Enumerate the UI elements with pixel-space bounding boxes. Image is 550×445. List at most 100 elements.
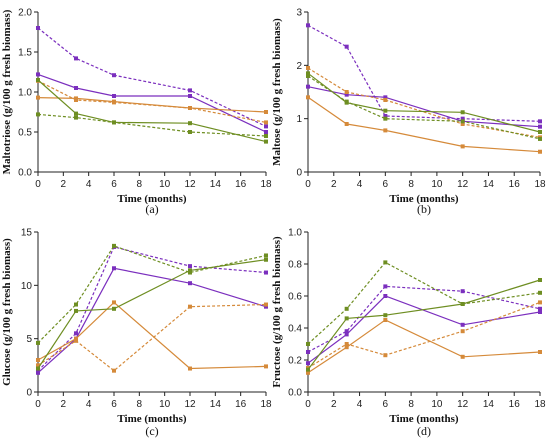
data-point [383, 98, 388, 102]
data-point [460, 119, 465, 124]
y-tick-label: 15 [21, 228, 33, 239]
data-point [188, 264, 192, 269]
y-tick-label: 1 [296, 114, 302, 125]
data-point [74, 338, 78, 343]
panel-label: (a) [145, 202, 158, 216]
x-tick-label: 8 [408, 179, 414, 190]
data-point [306, 361, 310, 366]
data-point [538, 149, 542, 154]
x-tick-label: 0 [305, 399, 311, 410]
data-point [538, 130, 542, 134]
data-point [383, 108, 388, 113]
data-point [383, 116, 388, 121]
data-point [344, 122, 349, 126]
data-point [112, 306, 116, 311]
x-tick-label: 6 [111, 179, 117, 190]
data-point [74, 56, 78, 61]
data-point [538, 119, 542, 124]
x-tick-label: 4 [357, 399, 363, 410]
data-point [538, 290, 542, 295]
data-point [74, 86, 78, 90]
x-tick-label: 12 [184, 179, 196, 190]
data-point [112, 368, 116, 373]
y-tick-label: 0.4 [288, 324, 302, 335]
data-point [188, 268, 192, 273]
data-point [538, 124, 542, 129]
data-point [460, 110, 465, 115]
data-point [344, 329, 349, 334]
data-point [36, 370, 40, 375]
x-tick-label: 8 [137, 179, 143, 190]
y-tick-label: 5 [26, 334, 32, 345]
data-point [36, 340, 40, 345]
data-point [36, 366, 40, 371]
series-line-4 [37, 301, 267, 370]
series-line-2 [307, 295, 541, 364]
series-line-6 [307, 75, 541, 140]
y-tick-label: 0.6 [288, 292, 302, 303]
data-point [306, 74, 310, 78]
x-tick-label: 4 [357, 179, 363, 190]
data-point [460, 329, 465, 334]
data-point [112, 266, 116, 271]
y-tick-label: 3 [296, 8, 302, 19]
data-point [538, 136, 542, 141]
data-point [36, 78, 40, 82]
data-point [306, 23, 310, 28]
data-point [36, 363, 40, 368]
data-point [383, 128, 388, 133]
data-point [264, 110, 268, 114]
series-line-1 [307, 285, 541, 353]
data-point [306, 342, 310, 346]
x-tick-label: 16 [509, 179, 521, 190]
data-point [306, 370, 310, 375]
x-tick-label: 10 [431, 179, 443, 190]
x-tick-label: 0 [35, 399, 41, 410]
series-line-1 [37, 246, 267, 372]
data-point [383, 313, 388, 318]
data-point [112, 300, 116, 305]
x-tick-label: 4 [86, 179, 92, 190]
x-tick-label: 14 [483, 399, 495, 410]
x-tick-label: 2 [331, 179, 337, 190]
data-point [188, 106, 192, 110]
y-tick-label: 1.5 [18, 48, 32, 59]
y-axis-title: Glucose (g/100 g fresh biomass) [1, 238, 13, 386]
x-tick-label: 6 [383, 399, 389, 410]
series-line-1 [307, 24, 541, 122]
x-tick-label: 12 [457, 179, 469, 190]
data-point [538, 300, 542, 305]
x-tick-label: 8 [408, 399, 414, 410]
data-point [383, 260, 388, 265]
data-point [383, 318, 388, 322]
data-point [112, 99, 116, 104]
data-point [36, 95, 40, 100]
series-line-2 [37, 267, 267, 374]
data-point [264, 364, 268, 369]
data-point [36, 112, 40, 117]
data-point [383, 284, 388, 289]
series-line-1 [37, 27, 267, 127]
chart-panel-3: 0 5 10 15 0 2 4 6 8 10 12 14 16 18 Time (months) Glucos… [1, 228, 272, 439]
data-point [538, 306, 542, 311]
y-tick-label: 1.0 [288, 228, 302, 239]
x-axis-title: Time (months) [389, 193, 458, 205]
chart-panel-4: 0.0 0.2 0.4 0.6 0.8 1.0 0 2 4 6 8 10 12 14 16 18 Time (m… [271, 228, 546, 439]
x-axis-title: Time (months) [117, 193, 186, 205]
panel-label: (c) [145, 424, 158, 438]
data-point [460, 122, 465, 126]
data-point [344, 44, 349, 49]
data-point [188, 270, 192, 275]
y-tick-label: 2.0 [18, 8, 32, 19]
y-tick-label: 0.5 [18, 128, 32, 139]
data-point [460, 289, 465, 294]
series-line-3 [37, 303, 267, 372]
y-tick-label: 0.2 [288, 356, 302, 367]
data-point [36, 26, 40, 30]
x-tick-label: 4 [86, 399, 92, 410]
data-point [306, 367, 310, 372]
x-tick-label: 14 [483, 179, 495, 190]
data-point [344, 306, 349, 311]
